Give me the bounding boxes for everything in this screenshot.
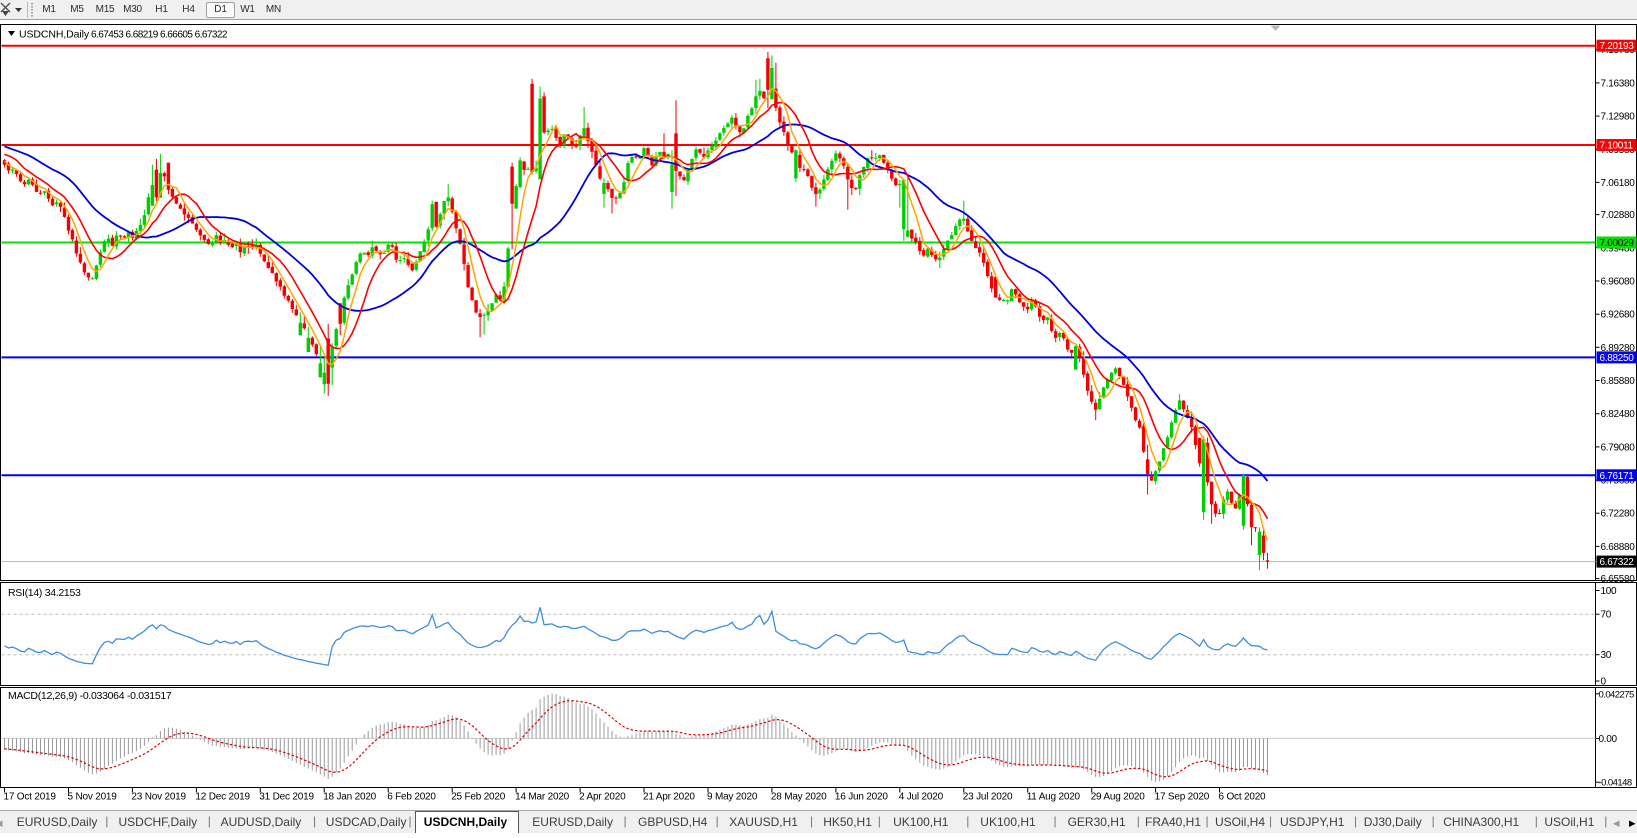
svg-text:6.85880: 6.85880 (1601, 376, 1636, 387)
svg-text:4 Jul 2020: 4 Jul 2020 (899, 792, 944, 803)
svg-text:31 Dec 2019: 31 Dec 2019 (259, 792, 314, 803)
svg-text:7.12980: 7.12980 (1601, 112, 1636, 123)
svg-text:23 Jul 2020: 23 Jul 2020 (963, 792, 1013, 803)
svg-text:29 Aug 2020: 29 Aug 2020 (1091, 792, 1146, 803)
svg-text:30: 30 (1601, 650, 1612, 661)
svg-text:7.02880: 7.02880 (1601, 210, 1636, 221)
svg-text:6.67453 6.68219 6.66605 6.6732: 6.67453 6.68219 6.66605 6.67322 (91, 30, 228, 41)
svg-text:16 Jun 2020: 16 Jun 2020 (835, 792, 888, 803)
svg-text:6.72280: 6.72280 (1601, 509, 1636, 520)
svg-text:6.82480: 6.82480 (1601, 409, 1636, 420)
svg-text:6.89280: 6.89280 (1601, 343, 1636, 354)
svg-text:6.65580: 6.65580 (1601, 574, 1636, 585)
svg-text:5 Nov 2019: 5 Nov 2019 (68, 792, 118, 803)
svg-text:23 Nov 2019: 23 Nov 2019 (131, 792, 186, 803)
svg-text:7.16380: 7.16380 (1601, 78, 1636, 89)
svg-text:6 Feb 2020: 6 Feb 2020 (387, 792, 436, 803)
svg-text:6.99480: 6.99480 (1601, 243, 1636, 254)
svg-text:USDCNH,Daily: USDCNH,Daily (19, 29, 90, 41)
svg-text:18 Jan 2020: 18 Jan 2020 (323, 792, 376, 803)
svg-text:7.00029: 7.00029 (1600, 238, 1635, 249)
svg-text:7.10011: 7.10011 (1600, 141, 1634, 152)
svg-text:100: 100 (1601, 586, 1618, 597)
svg-text:14 Mar 2020: 14 Mar 2020 (515, 792, 570, 803)
svg-text:28 May 2020: 28 May 2020 (771, 792, 827, 803)
svg-text:6.67322: 6.67322 (1600, 557, 1635, 568)
svg-text:11 Aug 2020: 11 Aug 2020 (1027, 792, 1081, 803)
svg-text:2 Apr 2020: 2 Apr 2020 (579, 792, 626, 803)
svg-text:6 Oct 2020: 6 Oct 2020 (1219, 792, 1267, 803)
svg-text:6.92680: 6.92680 (1601, 310, 1636, 321)
svg-text:6.88250: 6.88250 (1600, 353, 1635, 364)
svg-text:17 Sep 2020: 17 Sep 2020 (1155, 792, 1210, 803)
svg-text:-0.04148: -0.04148 (1599, 778, 1632, 789)
svg-text:17 Oct 2019: 17 Oct 2019 (4, 792, 57, 803)
svg-text:0: 0 (1601, 677, 1607, 688)
svg-text:21 Apr 2020: 21 Apr 2020 (643, 792, 695, 803)
svg-text:25 Feb 2020: 25 Feb 2020 (451, 792, 506, 803)
svg-text:6.96080: 6.96080 (1601, 277, 1636, 288)
svg-text:0.042275: 0.042275 (1599, 689, 1634, 700)
svg-text:RSI(14) 34.2153: RSI(14) 34.2153 (8, 587, 81, 599)
svg-text:MACD(12,26,9) -0.033064 -0.031: MACD(12,26,9) -0.033064 -0.031517 (8, 690, 172, 702)
svg-text:9 May 2020: 9 May 2020 (707, 792, 758, 803)
svg-text:6.68880: 6.68880 (1601, 542, 1636, 553)
svg-text:7.06180: 7.06180 (1601, 178, 1636, 189)
svg-text:7.20193: 7.20193 (1600, 41, 1635, 52)
svg-text:6.76171: 6.76171 (1600, 471, 1635, 482)
svg-text:6.79080: 6.79080 (1601, 442, 1636, 453)
svg-text:0.00: 0.00 (1599, 734, 1618, 745)
svg-text:70: 70 (1601, 610, 1612, 621)
svg-text:12 Dec 2019: 12 Dec 2019 (195, 792, 250, 803)
